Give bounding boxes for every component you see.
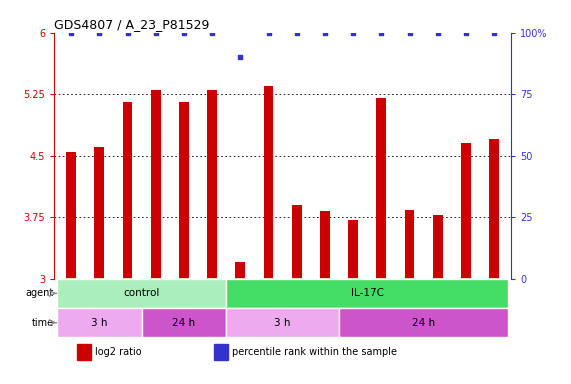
- Text: GSM808644: GSM808644: [349, 280, 357, 326]
- Bar: [214, 344, 228, 360]
- Bar: [123, 103, 132, 279]
- Text: GSM808640: GSM808640: [292, 280, 301, 326]
- Bar: [235, 262, 246, 279]
- Text: GSM808639: GSM808639: [433, 280, 442, 326]
- Point: [405, 30, 414, 36]
- Bar: [226, 308, 339, 337]
- Text: GSM808638: GSM808638: [264, 280, 273, 326]
- Bar: [292, 205, 301, 279]
- Text: GSM808633: GSM808633: [236, 280, 245, 326]
- Point: [292, 30, 301, 36]
- Text: GSM808641: GSM808641: [320, 280, 329, 326]
- Bar: [207, 90, 217, 279]
- Text: 3 h: 3 h: [275, 318, 291, 328]
- Point: [179, 30, 188, 36]
- Point: [67, 30, 76, 36]
- Text: percentile rank within the sample: percentile rank within the sample: [232, 347, 397, 357]
- Text: GSM808648: GSM808648: [489, 280, 498, 326]
- Bar: [226, 279, 508, 308]
- Point: [433, 30, 443, 36]
- Point: [348, 30, 357, 36]
- Point: [95, 30, 104, 36]
- Text: 3 h: 3 h: [91, 318, 107, 328]
- Point: [123, 30, 132, 36]
- Bar: [94, 147, 104, 279]
- Bar: [151, 90, 160, 279]
- Bar: [348, 220, 358, 279]
- Point: [489, 30, 498, 36]
- Text: 24 h: 24 h: [412, 318, 435, 328]
- Bar: [179, 103, 189, 279]
- Bar: [405, 210, 415, 279]
- Bar: [57, 308, 142, 337]
- Bar: [142, 308, 226, 337]
- Point: [208, 30, 217, 36]
- Bar: [77, 344, 91, 360]
- Bar: [57, 279, 226, 308]
- Bar: [66, 152, 76, 279]
- Text: GSM808636: GSM808636: [405, 280, 414, 326]
- Point: [461, 30, 471, 36]
- Text: GSM808634: GSM808634: [151, 280, 160, 326]
- Text: control: control: [123, 288, 160, 298]
- Bar: [339, 308, 508, 337]
- Text: GSM808642: GSM808642: [95, 280, 104, 326]
- Text: GSM808645: GSM808645: [179, 280, 188, 326]
- Text: log2 ratio: log2 ratio: [95, 347, 142, 357]
- Text: GSM808646: GSM808646: [208, 280, 216, 326]
- Text: GSM808637: GSM808637: [67, 280, 76, 326]
- Point: [264, 30, 273, 36]
- Text: GSM808647: GSM808647: [461, 280, 471, 326]
- Text: GSM808635: GSM808635: [377, 280, 386, 326]
- Point: [320, 30, 329, 36]
- Point: [151, 30, 160, 36]
- Text: GSM808643: GSM808643: [123, 280, 132, 326]
- Bar: [320, 212, 330, 279]
- Point: [377, 30, 386, 36]
- Bar: [489, 139, 499, 279]
- Text: GDS4807 / A_23_P81529: GDS4807 / A_23_P81529: [54, 18, 210, 31]
- Text: IL-17C: IL-17C: [351, 288, 384, 298]
- Text: 24 h: 24 h: [172, 318, 195, 328]
- Text: time: time: [32, 318, 54, 328]
- Bar: [461, 143, 471, 279]
- Point: [236, 54, 245, 60]
- Bar: [264, 86, 274, 279]
- Text: agent: agent: [26, 288, 54, 298]
- Bar: [376, 98, 386, 279]
- Bar: [433, 215, 443, 279]
